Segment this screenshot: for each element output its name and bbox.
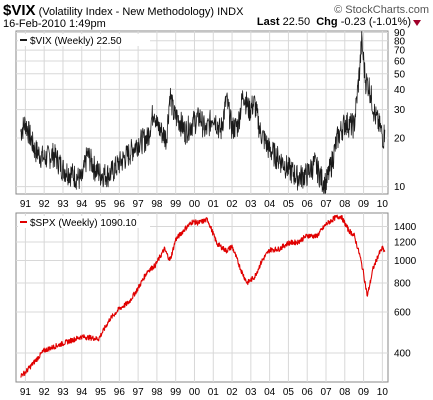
spx-x-tick-label: 10 [377,387,389,398]
spx-plot-frame [15,212,389,383]
vix-y-tick-label: 30 [394,105,406,116]
spx-legend-bg [18,216,150,228]
vix-x-tick-label: 95 [95,199,107,210]
spx-x-tick-label: 96 [114,387,126,398]
chg-label: Chg [316,16,338,28]
last-label: Last [256,16,280,28]
spx-x-tick-label: 95 [95,387,107,398]
vix-y-tick-label: 60 [394,56,406,67]
spx-legend: $SPX (Weekly) 1090.10 [18,216,150,229]
vix-x-tick-label: 98 [151,199,163,210]
spx-x-tick-label: 91 [20,387,32,398]
last-value: 22.50 [282,16,311,28]
spx-x-tick-label: 92 [39,387,51,398]
spx-y-tick-label: 1400 [394,222,417,233]
spx-x-tick-label: 93 [57,387,69,398]
vix-x-tick-label: 01 [208,199,220,210]
vix-y-tick-label: 90 [394,28,406,39]
spx-y-tick-label: 1000 [394,256,417,267]
watermark-text: © StockCharts.com [334,4,429,16]
vix-y-tick-label: 20 [394,134,406,145]
spx-y-tick-label: 1200 [394,238,417,249]
vix-x-tick-label: 07 [320,199,332,210]
quote-summary: Last 22.50 Chg -0.23 (-1.01%) [257,16,411,28]
chart-title: $VIX (Volatility Index - New Methodology… [3,2,243,19]
stockcharts-watermark: © StockCharts.com [334,4,429,16]
vix-x-tick-label: 09 [358,199,370,210]
spx-x-tick-label: 97 [133,387,145,398]
spx-x-tick-label: 05 [283,387,295,398]
vix-y-tick-label: 10 [394,182,406,193]
vix-x-tick-label: 00 [189,199,201,210]
vix-x-tick-label: 92 [39,199,51,210]
vix-y-tick-label: 70 [394,46,406,57]
vix-legend: $VIX (Weekly) 22.50 [18,34,150,47]
vix-x-tick-label: 05 [283,199,295,210]
vix-x-tick-label: 94 [76,199,88,210]
timestamp: 16-Feb-2010 1:49pm [3,18,106,30]
vix-x-tick-label: 02 [226,199,238,210]
ticker-symbol: $VIX [3,2,36,19]
chg-value: -0.23 (-1.01%) [340,16,411,28]
vix-x-tick-label: 93 [57,199,69,210]
spx-series-line [20,214,386,378]
spx-x-tick-label: 09 [358,387,370,398]
spx-x-tick-label: 03 [245,387,257,398]
spx-x-tick-label: 98 [151,387,163,398]
vix-x-tick-label: 96 [114,199,126,210]
vix-x-tick-label: 97 [133,199,145,210]
spx-x-tick-label: 06 [302,387,314,398]
vix-series-line [20,31,386,194]
spx-x-tick-label: 01 [208,387,220,398]
spx-x-tick-label: 94 [76,387,88,398]
spx-x-tick-label: 00 [189,387,201,398]
spx-x-tick-label: 07 [320,387,332,398]
spx-x-tick-label: 04 [264,387,276,398]
spx-x-tick-label: 99 [170,387,182,398]
vix-y-tick-label: 50 [394,69,406,80]
vix-y-tick-label: 40 [394,85,406,96]
vix-x-tick-label: 03 [245,199,257,210]
vix-x-tick-label: 06 [302,199,314,210]
vix-plot-frame [15,30,389,195]
vix-x-tick-label: 04 [264,199,276,210]
vix-legend-bg [18,34,150,46]
vix-x-tick-label: 08 [339,199,351,210]
vix-y-tick-label: 80 [394,36,406,47]
vix-legend-label: $VIX (Weekly) 22.50 [30,36,122,47]
spx-y-tick-label: 400 [394,348,411,359]
exchange-label: INDX [217,6,244,18]
down-triangle-icon [413,20,421,26]
vix-x-tick-label: 10 [377,199,389,210]
spx-y-tick-label: 600 [394,308,411,319]
vix-x-tick-label: 91 [20,199,32,210]
vix-x-tick-label: 99 [170,199,182,210]
index-name: (Volatility Index - New Methodology) [38,6,215,18]
spx-y-tick-label: 800 [394,278,411,289]
spx-x-tick-label: 02 [226,387,238,398]
spx-legend-label: $SPX (Weekly) 1090.10 [30,218,137,229]
spx-x-tick-label: 08 [339,387,351,398]
